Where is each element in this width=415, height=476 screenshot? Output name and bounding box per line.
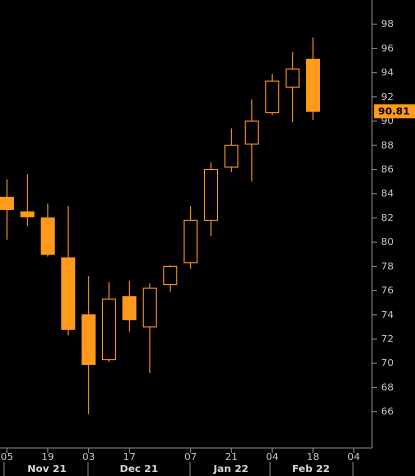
x-tick-label: 04 [266, 452, 279, 463]
x-tick-label: 04 [347, 452, 360, 463]
x-tick-label: 03 [82, 452, 95, 463]
candle-body [81, 314, 96, 365]
month-label: Dec 21 [120, 464, 158, 475]
candle-body [0, 196, 14, 210]
y-tick-label: 80 [381, 237, 394, 248]
candle-body [224, 144, 239, 168]
x-tick-label: 05 [1, 452, 14, 463]
y-tick-label: 68 [381, 382, 394, 393]
y-tick-label: 98 [381, 19, 394, 30]
y-tick-label: 84 [381, 189, 394, 200]
candle-body [163, 265, 178, 286]
y-tick-label: 86 [381, 165, 394, 176]
month-label: Nov 21 [27, 464, 66, 475]
candle-body [306, 58, 320, 112]
candle-body [142, 287, 157, 328]
candle-body [183, 219, 198, 264]
month-label: Jan 22 [213, 464, 249, 475]
y-tick-label: 96 [381, 43, 394, 54]
x-tick-label: 07 [184, 452, 197, 463]
y-tick-label: 94 [381, 68, 394, 79]
x-tick-label: 17 [123, 452, 136, 463]
candle-body [40, 217, 55, 255]
y-tick-label: 72 [381, 334, 394, 345]
last-price-label: 90.81 [378, 106, 410, 117]
y-tick-label: 90 [381, 116, 394, 127]
x-tick-label: 19 [41, 452, 54, 463]
y-tick-label: 78 [381, 261, 394, 272]
candle-body [265, 80, 280, 114]
x-tick-label: 21 [225, 452, 238, 463]
y-tick-label: 74 [381, 310, 394, 321]
y-tick-label: 92 [381, 92, 394, 103]
candle-body [204, 169, 218, 221]
candle-body [244, 120, 259, 145]
y-tick-label: 70 [381, 358, 394, 369]
month-label: Feb 22 [292, 464, 330, 475]
candle-body [61, 257, 76, 330]
y-tick-label: 76 [381, 286, 394, 297]
y-tick-label: 66 [381, 407, 394, 418]
candle-body [20, 211, 35, 218]
candle-body [122, 296, 137, 321]
candle-body [102, 298, 116, 361]
candle-body [285, 68, 300, 88]
y-tick-label: 82 [381, 213, 394, 224]
x-tick-label: 18 [307, 452, 320, 463]
last-price-box [374, 104, 415, 119]
y-tick-label: 88 [381, 140, 394, 151]
